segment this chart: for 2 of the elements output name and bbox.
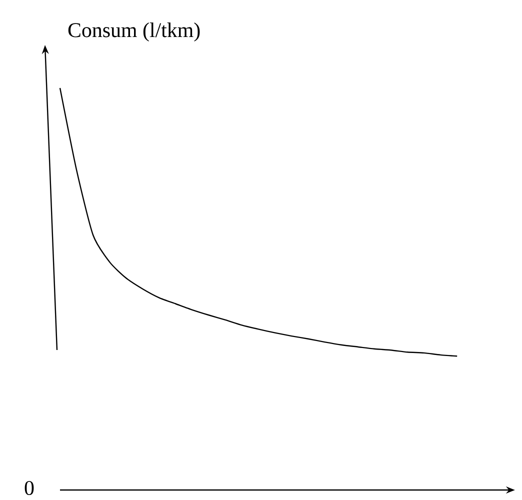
y-axis-title: Consum (l/tkm) — [68, 22, 200, 42]
text: 0 — [24, 480, 34, 496]
